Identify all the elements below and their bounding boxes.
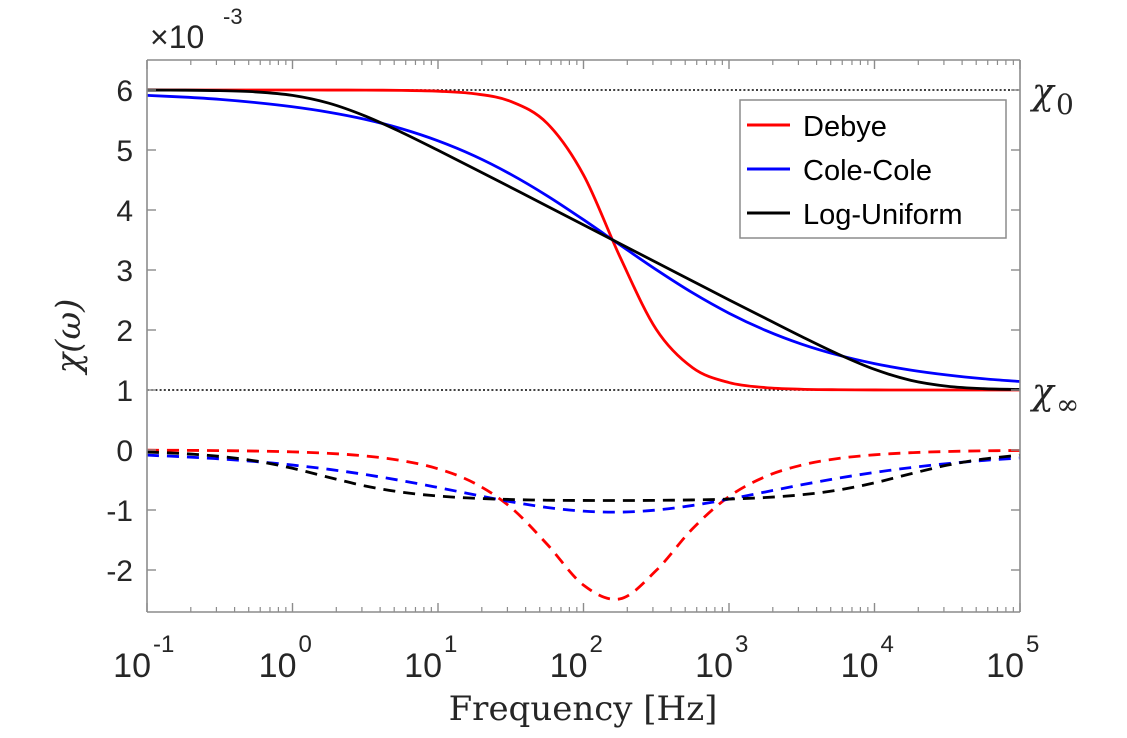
x-tick-label-base: 10 [259, 647, 297, 685]
series-log-uniform-real-line [147, 88, 1020, 391]
series-debye-imag-line [147, 448, 1020, 601]
y-tick-label: -2 [106, 555, 133, 588]
y-tick-label: -1 [106, 495, 133, 528]
series-cole-cole-real-line [147, 94, 1020, 383]
x-tick-label-base: 10 [695, 647, 733, 685]
y-tick-label: 2 [116, 315, 133, 348]
x-tick-label-exp: 0 [299, 631, 312, 658]
x-tick-label: 101 [404, 631, 457, 685]
y-tick-label: 4 [116, 195, 133, 228]
y-axis-label: χ(ω) [49, 299, 89, 376]
y-tick-label: 3 [116, 255, 133, 288]
x-tick-label-base: 10 [113, 647, 151, 685]
plot-area [147, 88, 1020, 601]
y-tick-label: 5 [116, 135, 133, 168]
y-multiplier-exp: -3 [223, 4, 243, 29]
series-cole-cole-imag-line [147, 453, 1020, 514]
legend-label: Log-Uniform [803, 199, 963, 231]
reference-label-symbol: χ [1029, 372, 1056, 413]
legend-item: Debye [747, 111, 887, 143]
series-debye-real-line [147, 88, 1020, 392]
y-tick-label: 6 [116, 75, 133, 108]
legend-label: Debye [803, 111, 887, 143]
x-tick-label-base: 10 [986, 647, 1024, 685]
reference-label-subscript: ∞ [1056, 388, 1079, 421]
reference-label-symbol: χ [1029, 72, 1056, 113]
x-tick-label: 104 [841, 631, 894, 685]
x-tick-label: 102 [550, 631, 603, 685]
x-tick-label-base: 10 [404, 647, 442, 685]
x-tick-label-exp: 3 [735, 631, 748, 658]
x-tick-label: 105 [986, 631, 1039, 685]
legend-item: Log-Uniform [747, 199, 963, 231]
legend-label: Cole-Cole [803, 155, 932, 187]
legend: Debye Cole-Cole Log-Uniform [739, 99, 1007, 239]
x-tick-label-exp: 1 [444, 631, 457, 658]
x-tick-label: 100 [259, 631, 312, 685]
x-tick-label-exp: 4 [881, 631, 894, 658]
y-multiplier-base: ×10 [150, 19, 204, 55]
reference-label-chi-inf: χ ∞ [1029, 372, 1079, 421]
legend-item: Cole-Cole [747, 155, 932, 187]
x-tick-label-base: 10 [841, 647, 879, 685]
x-tick-label-exp: -1 [153, 631, 174, 658]
x-axis-label: Frequency [Hz] [449, 689, 718, 729]
series-log-uniform-imag-line [147, 450, 1020, 502]
reference-label-subscript: 0 [1056, 88, 1074, 121]
x-tick-label-base: 10 [550, 647, 588, 685]
y-multiplier: ×10 -3 [150, 4, 243, 55]
x-tick-label: 103 [695, 631, 748, 685]
y-tick-label: 1 [116, 375, 133, 408]
x-tick-label-exp: 2 [590, 631, 603, 658]
x-tick-label-exp: 5 [1026, 631, 1039, 658]
x-tick-label: 10-1 [113, 631, 174, 685]
y-tick-label: 0 [116, 435, 133, 468]
